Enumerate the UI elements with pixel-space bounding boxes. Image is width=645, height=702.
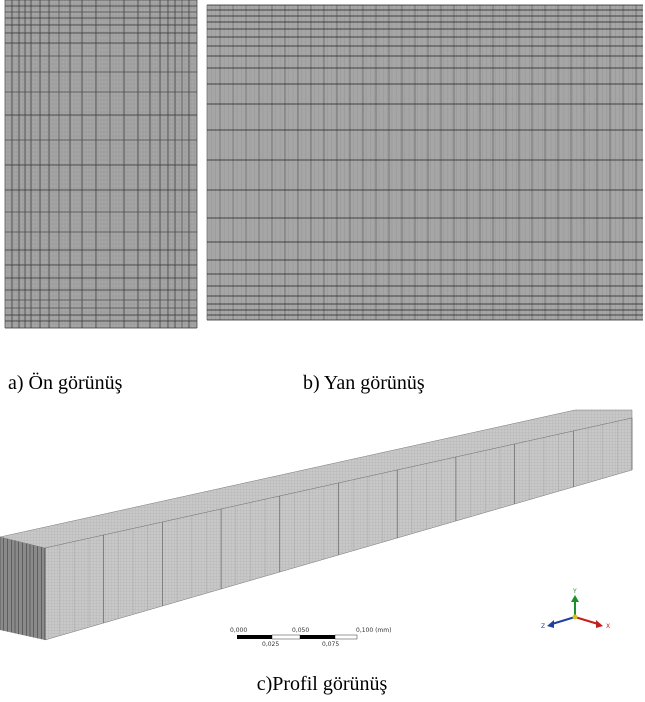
scale-bar: 0,000 0,025 0,050 0,075 0,100 (mm) [230, 627, 391, 648]
caption: a) Ön görünüş [8, 371, 123, 394]
axis-triad: Y X Z [541, 588, 610, 630]
scale-label: 0,025 [262, 641, 279, 648]
figure: a) Ön görünüş b) Yan görünüş 0,000 0,025… [0, 0, 645, 702]
caption: c)Profil görünüş [257, 673, 388, 695]
scale-label: 0,075 [322, 641, 339, 648]
axis-label: Y [572, 588, 577, 595]
side-view-mesh [207, 5, 643, 320]
caption: b) Yan görünüş [303, 372, 425, 394]
page: a) Ön görünüş b) Yan görünüş 0,000 0,025… [0, 0, 645, 702]
scale-label: 0,000 [230, 627, 247, 634]
scale-label: 0,100 (mm) [356, 627, 391, 634]
axis-label: Z [541, 623, 545, 630]
scale-label: 0,050 [292, 627, 309, 634]
front-view-mesh [5, 0, 197, 328]
axis-label: X [606, 623, 610, 630]
profile-view-mesh [0, 410, 632, 640]
